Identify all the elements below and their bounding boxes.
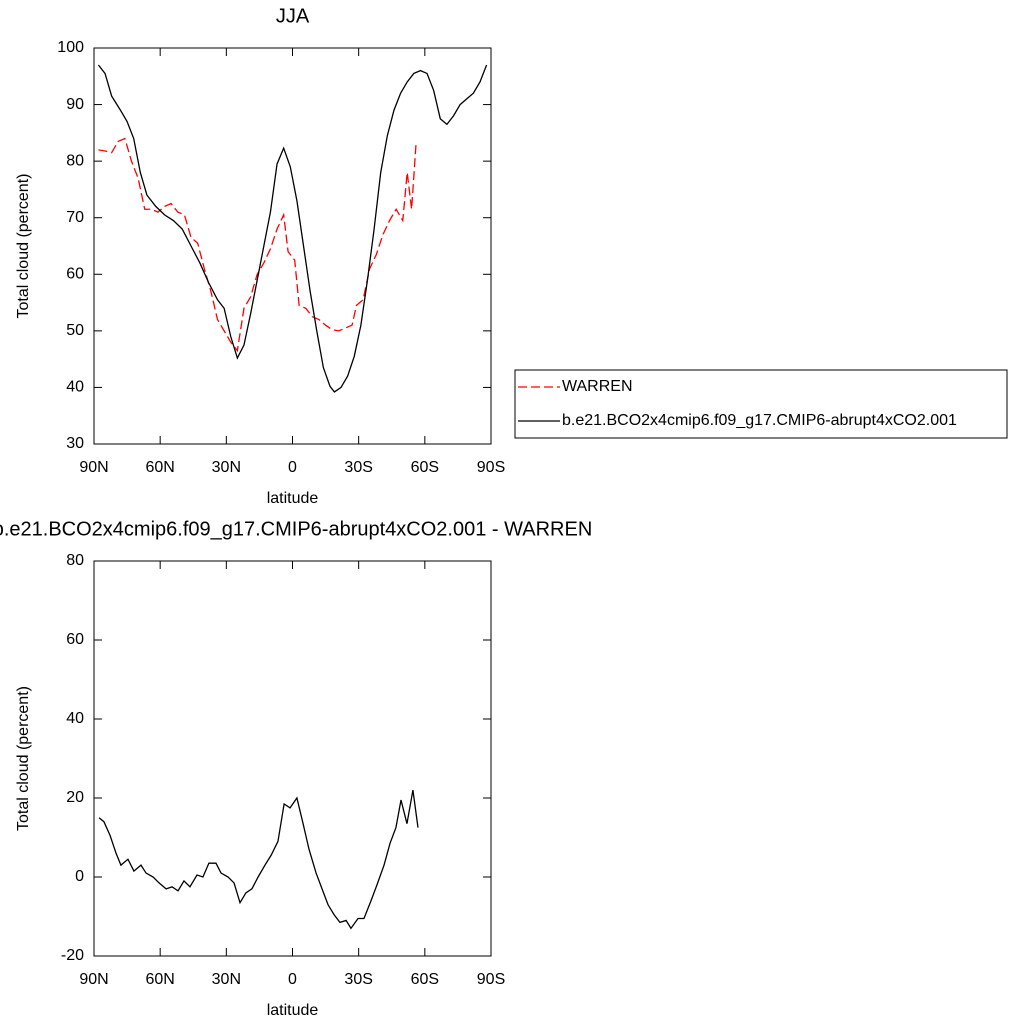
y-tick-label: 90 [66, 96, 84, 113]
x-tick-label: 60S [411, 971, 439, 988]
legend-label: WARREN [562, 378, 633, 395]
x-tick-label: 30N [212, 971, 241, 988]
x-tick-label: 30S [344, 971, 372, 988]
x-tick-label: 30N [212, 459, 241, 476]
x-tick-label: 60S [411, 459, 439, 476]
y-tick-label: 60 [66, 631, 84, 648]
legend: WARREN b.e21.BCO2x4cmip6.f09_g17.CMIP6-ab… [514, 369, 1008, 439]
y-tick-label: 70 [66, 209, 84, 226]
legend-box [514, 369, 1008, 439]
y-tick-label: 40 [66, 710, 84, 727]
x-tick-label: 90S [477, 459, 505, 476]
data-line [98, 789, 419, 930]
x-tick-label: 30S [344, 459, 372, 476]
y-axis-label: Total cloud (percent) [15, 174, 32, 319]
x-tick-label: 0 [288, 971, 297, 988]
x-tick-label: 0 [288, 459, 297, 476]
x-tick-label: 90S [477, 971, 505, 988]
chart-title: JJA [276, 5, 310, 27]
y-tick-label: -20 [61, 947, 84, 964]
y-tick-label: 60 [66, 266, 84, 283]
x-tick-label: 90N [79, 459, 108, 476]
chart-title: b.e21.BCO2x4cmip6.f09_g17.CMIP6-abrupt4x… [0, 518, 592, 540]
y-tick-label: 80 [66, 552, 84, 569]
y-tick-label: 40 [66, 379, 84, 396]
x-tick-label: 90N [79, 971, 108, 988]
y-tick-label: 80 [66, 152, 84, 169]
legend-label: b.e21.BCO2x4cmip6.f09_g17.CMIP6-abrupt4x… [562, 412, 957, 429]
x-axis-label: latitude [267, 490, 319, 507]
y-tick-label: 50 [66, 322, 84, 339]
y-tick-label: 30 [66, 435, 84, 452]
data-line [97, 64, 488, 393]
y-axis-label: Total cloud (percent) [15, 686, 32, 831]
x-tick-label: 60N [145, 971, 174, 988]
y-tick-label: 0 [75, 868, 84, 885]
x-axis-label: latitude [267, 1002, 319, 1019]
x-tick-label: 60N [145, 459, 174, 476]
plot-frame [93, 560, 492, 957]
data-line [98, 137, 417, 353]
y-tick-label: 100 [57, 39, 84, 56]
y-tick-label: 20 [66, 789, 84, 806]
plot-frame [93, 47, 492, 445]
